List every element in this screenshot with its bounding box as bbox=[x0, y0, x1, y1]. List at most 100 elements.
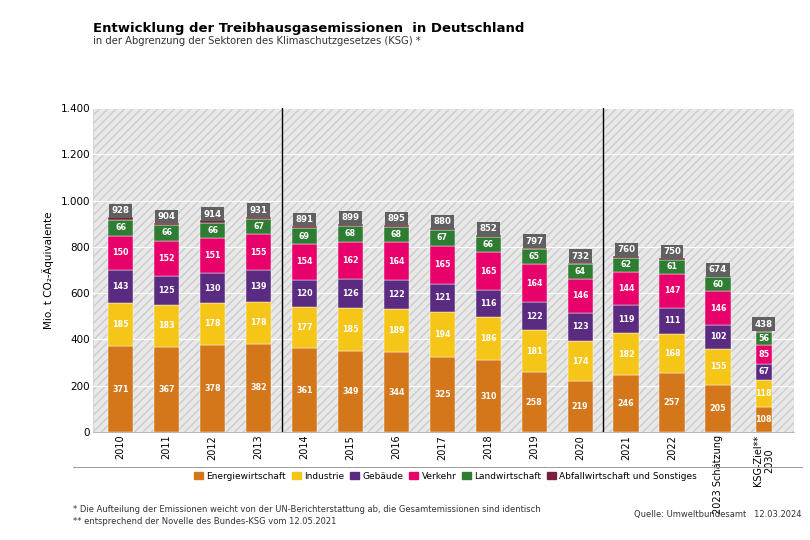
Text: 155: 155 bbox=[710, 362, 727, 371]
Bar bbox=[659, 274, 684, 308]
Bar bbox=[246, 219, 271, 234]
Text: 119: 119 bbox=[618, 315, 634, 323]
Bar bbox=[108, 303, 134, 346]
Text: 852: 852 bbox=[480, 225, 497, 233]
Bar bbox=[659, 334, 684, 373]
Bar bbox=[706, 278, 731, 291]
Bar bbox=[613, 306, 639, 333]
Bar bbox=[568, 381, 593, 432]
Text: 67: 67 bbox=[758, 367, 770, 376]
Bar bbox=[108, 346, 134, 432]
Bar bbox=[613, 258, 639, 272]
Text: 152: 152 bbox=[158, 254, 175, 262]
Text: 116: 116 bbox=[480, 299, 497, 308]
Legend: Energiewirtschaft, Industrie, Gebäude, Verkehr, Landwirtschaft, Abfallwirtschaft: Energiewirtschaft, Industrie, Gebäude, V… bbox=[190, 468, 701, 484]
Bar bbox=[706, 349, 731, 384]
Bar bbox=[338, 242, 363, 279]
Bar bbox=[522, 247, 547, 249]
Text: 349: 349 bbox=[342, 387, 359, 396]
Bar bbox=[338, 226, 363, 242]
Text: Quelle: Umweltbundesamt   12.03.2024: Quelle: Umweltbundesamt 12.03.2024 bbox=[634, 510, 802, 519]
Bar bbox=[475, 237, 501, 252]
Bar bbox=[200, 345, 225, 432]
Text: 367: 367 bbox=[159, 385, 175, 394]
Text: 121: 121 bbox=[434, 293, 450, 302]
Text: 371: 371 bbox=[113, 384, 129, 394]
Bar bbox=[756, 364, 772, 380]
Bar bbox=[706, 291, 731, 325]
Text: 438: 438 bbox=[755, 320, 773, 329]
Text: 162: 162 bbox=[342, 256, 359, 265]
Text: 85: 85 bbox=[758, 350, 770, 359]
Text: 361: 361 bbox=[296, 386, 313, 395]
Text: 150: 150 bbox=[113, 248, 129, 258]
Bar bbox=[429, 312, 455, 357]
Bar bbox=[384, 227, 409, 242]
Text: Entwicklung der Treibhausgasemissionen  in Deutschland: Entwicklung der Treibhausgasemissionen i… bbox=[93, 22, 525, 35]
Text: 183: 183 bbox=[158, 321, 175, 330]
Text: 65: 65 bbox=[529, 252, 539, 261]
Bar bbox=[200, 238, 225, 273]
Text: 194: 194 bbox=[434, 330, 450, 339]
Text: 895: 895 bbox=[387, 214, 405, 223]
Bar bbox=[475, 291, 501, 317]
Text: 126: 126 bbox=[342, 289, 359, 298]
Bar bbox=[292, 280, 318, 307]
Text: 60: 60 bbox=[713, 280, 723, 289]
Text: 174: 174 bbox=[572, 357, 588, 366]
Bar bbox=[108, 217, 134, 220]
Bar bbox=[384, 242, 409, 280]
Bar bbox=[429, 246, 455, 284]
Bar bbox=[154, 305, 179, 347]
Bar bbox=[93, 108, 794, 432]
Bar bbox=[475, 235, 501, 237]
Bar bbox=[756, 345, 772, 364]
Text: 146: 146 bbox=[710, 303, 727, 313]
Text: 186: 186 bbox=[480, 334, 497, 343]
Bar bbox=[522, 249, 547, 264]
Text: 68: 68 bbox=[390, 230, 402, 239]
Bar bbox=[613, 272, 639, 306]
Bar bbox=[613, 375, 639, 432]
Bar bbox=[384, 309, 409, 353]
Text: 178: 178 bbox=[250, 319, 266, 327]
Text: 111: 111 bbox=[664, 316, 680, 325]
Bar bbox=[756, 330, 772, 332]
Text: 165: 165 bbox=[434, 260, 450, 269]
Text: 164: 164 bbox=[526, 279, 543, 288]
Text: 904: 904 bbox=[158, 212, 176, 221]
Text: 68: 68 bbox=[345, 230, 356, 238]
Text: 102: 102 bbox=[710, 333, 727, 341]
Text: 139: 139 bbox=[250, 282, 266, 291]
Text: 168: 168 bbox=[663, 349, 680, 357]
Text: 122: 122 bbox=[388, 290, 405, 299]
Bar bbox=[429, 230, 455, 246]
Text: 151: 151 bbox=[204, 251, 221, 260]
Bar bbox=[338, 308, 363, 351]
Text: 185: 185 bbox=[113, 320, 129, 329]
Text: 899: 899 bbox=[342, 213, 360, 222]
Bar bbox=[338, 279, 363, 308]
Text: 66: 66 bbox=[161, 228, 173, 238]
Text: 154: 154 bbox=[296, 258, 313, 266]
Bar bbox=[429, 228, 455, 230]
Bar bbox=[384, 353, 409, 432]
Bar bbox=[475, 317, 501, 360]
Bar bbox=[706, 384, 731, 432]
Text: 760: 760 bbox=[617, 245, 635, 254]
Text: 122: 122 bbox=[526, 312, 543, 321]
Text: 125: 125 bbox=[158, 286, 175, 295]
Text: 66: 66 bbox=[483, 240, 494, 249]
Bar bbox=[292, 348, 318, 432]
Text: 732: 732 bbox=[571, 252, 589, 261]
Bar bbox=[522, 330, 547, 372]
Bar bbox=[292, 226, 318, 228]
Text: ** entsprechend der Novelle des Bundes-KSG vom 12.05.2021: ** entsprechend der Novelle des Bundes-K… bbox=[73, 517, 336, 526]
Bar bbox=[200, 220, 225, 223]
Text: 928: 928 bbox=[112, 206, 130, 215]
Bar bbox=[384, 280, 409, 309]
Bar bbox=[154, 276, 179, 305]
Text: 246: 246 bbox=[618, 399, 634, 408]
Bar bbox=[200, 223, 225, 238]
Bar bbox=[108, 235, 134, 270]
